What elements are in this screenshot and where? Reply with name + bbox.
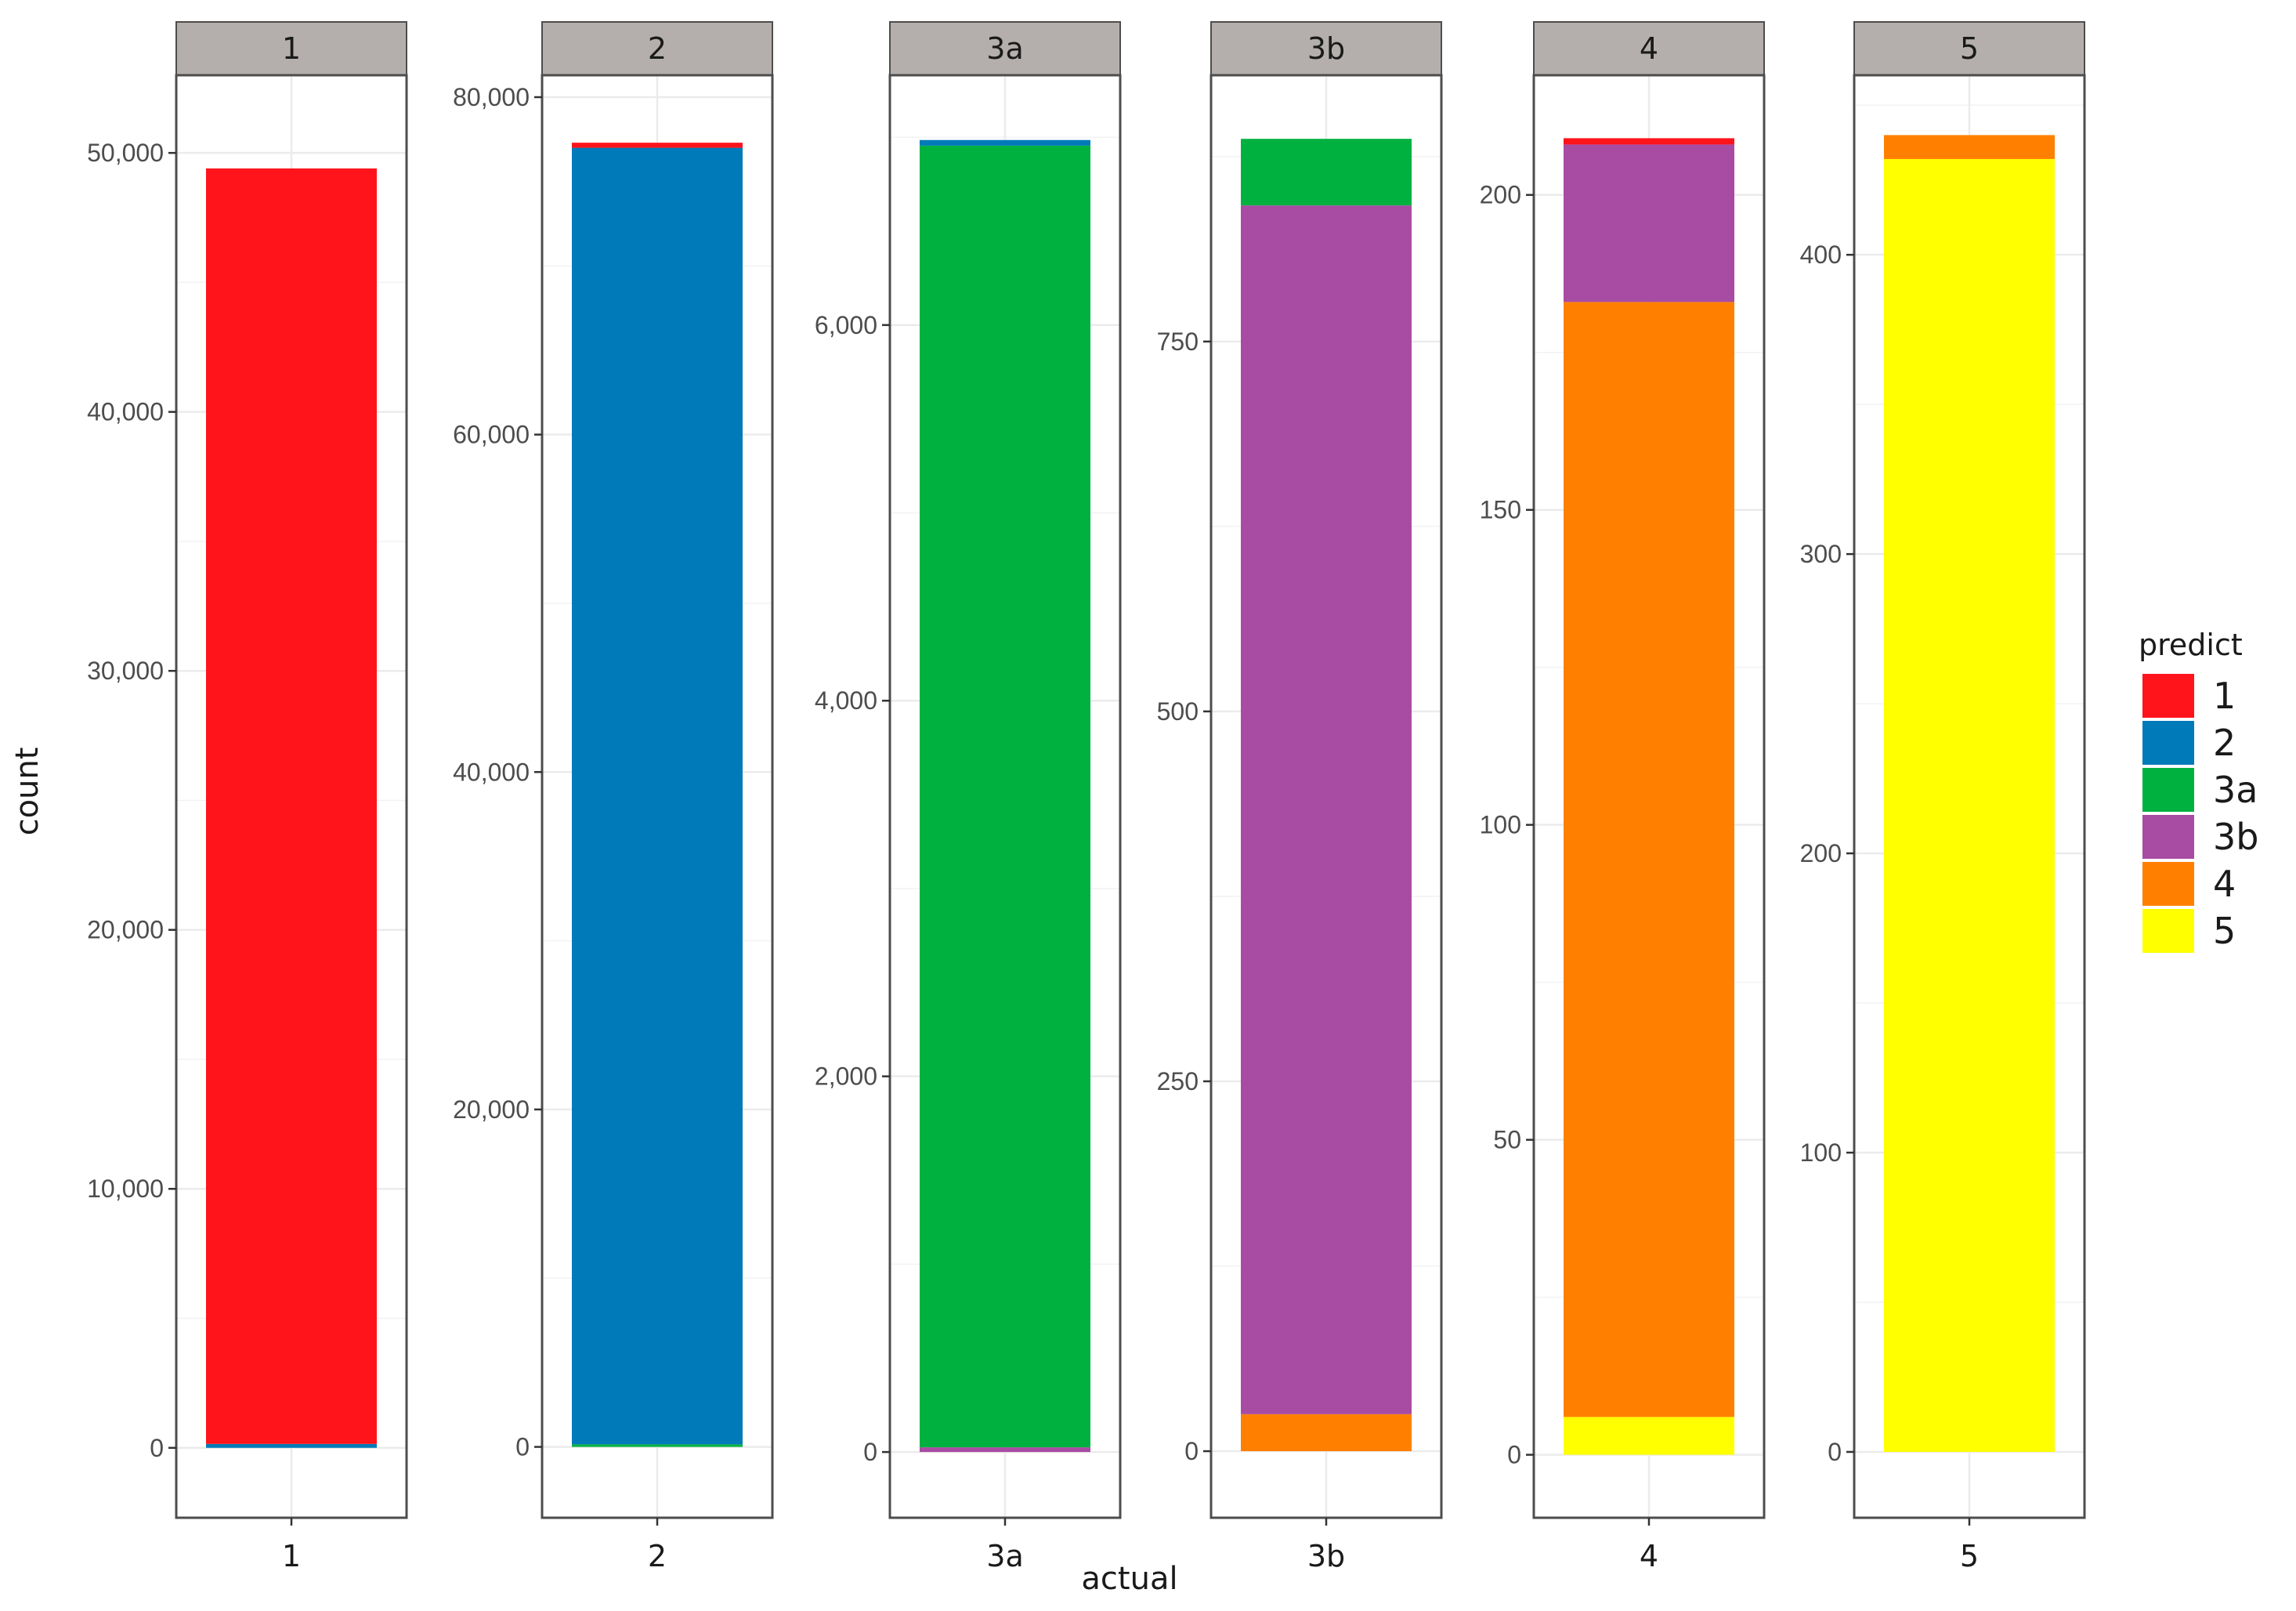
- legend-entry-4: 4: [2142, 862, 2236, 906]
- legend-title: predict: [2139, 628, 2243, 662]
- y-tick-label: 100: [1480, 811, 1521, 839]
- y-tick-label: 50,000: [87, 139, 164, 167]
- y-tick-label: 40,000: [453, 758, 530, 786]
- bar-segment-actual-4-predict-5: [1564, 1417, 1734, 1455]
- facet-strip-label: 2: [648, 31, 667, 66]
- y-tick-label: 200: [1800, 839, 1842, 867]
- bar-segment-actual-2-predict-2: [572, 147, 743, 1445]
- legend-key: [2142, 862, 2194, 906]
- legend-key: [2142, 721, 2194, 765]
- legend-label: 3b: [2213, 816, 2258, 858]
- bar-segment-actual-4-predict-1: [1564, 138, 1734, 145]
- bar-segment-actual-4-predict-4: [1564, 302, 1734, 1417]
- bar-segment-actual-2-predict-3a: [572, 1444, 743, 1447]
- x-tick-label: 1: [282, 1539, 301, 1573]
- y-tick-label: 20,000: [453, 1095, 530, 1124]
- y-tick-label: 6,000: [815, 311, 877, 339]
- bar-segment-actual-3a-predict-3b: [920, 1447, 1090, 1453]
- bar-segment-actual-3b-predict-4: [1241, 1414, 1412, 1452]
- y-tick-label: 80,000: [453, 83, 530, 111]
- y-tick-label: 50: [1493, 1126, 1521, 1154]
- facet-strip: [1210, 21, 1442, 76]
- facet-panel-1: 1 0 10,000 20,000 30,000 40,000 50,000 1: [87, 21, 408, 1573]
- facet-panel-3a: 3a 0 2,000 4,000 6,000 3a: [815, 21, 1122, 1573]
- legend-entry-3a: 3a: [2142, 768, 2258, 812]
- facet-panel-5: 5 0 100 200 300 400 5: [1800, 21, 2086, 1573]
- x-tick-label: 5: [1960, 1539, 1979, 1573]
- y-tick-label: 0: [150, 1434, 164, 1462]
- legend-label: 1: [2213, 675, 2236, 717]
- facet-strip-label: 5: [1960, 31, 1979, 66]
- y-tick-label: 200: [1480, 181, 1521, 209]
- facet-strip: [175, 21, 407, 76]
- facet-panel-4: 4 0 50 100 150 200 4: [1480, 21, 1766, 1573]
- legend-label: 5: [2213, 910, 2236, 952]
- y-tick-label: 60,000: [453, 421, 530, 449]
- x-axis-title: actual: [1081, 1561, 1177, 1597]
- y-tick-label: 750: [1157, 328, 1199, 356]
- y-axis-title: count: [9, 748, 45, 836]
- legend-label: 2: [2213, 722, 2236, 764]
- y-tick-label: 0: [515, 1433, 530, 1461]
- legend-key: [2142, 674, 2194, 718]
- legend-entry-5: 5: [2142, 909, 2236, 953]
- x-tick-label: 3b: [1307, 1539, 1345, 1573]
- bar-segment-actual-3a-predict-2: [920, 139, 1090, 146]
- bar-segment-actual-5-predict-5: [1884, 158, 2055, 1452]
- y-tick-label: 30,000: [87, 657, 164, 685]
- x-tick-label: 3a: [986, 1539, 1023, 1573]
- bar-segment-actual-1-predict-2: [206, 1443, 377, 1448]
- bar-segment-actual-3b-predict-3a: [1241, 139, 1412, 206]
- y-tick-label: 0: [1184, 1437, 1199, 1465]
- bar-segment-actual-2-predict-1: [572, 143, 743, 148]
- bar-segment-actual-4-predict-3b: [1564, 144, 1734, 302]
- facet-panels: 1 0 10,000 20,000 30,000 40,000 50,000 1 2 0 20,00…: [87, 21, 2086, 1573]
- legend-entry-3b: 3b: [2142, 815, 2258, 859]
- y-tick-label: 20,000: [87, 916, 164, 944]
- y-tick-label: 10,000: [87, 1175, 164, 1203]
- y-tick-label: 250: [1157, 1067, 1199, 1095]
- legend-key: [2142, 815, 2194, 859]
- legend-key: [2142, 909, 2194, 953]
- facet-strip-label: 4: [1640, 31, 1658, 66]
- legend-entry-2: 2: [2142, 721, 2236, 765]
- facet-strip-label: 1: [282, 31, 301, 66]
- legend-key: [2142, 768, 2194, 812]
- legend-entry-1: 1: [2142, 674, 2236, 718]
- legend-label: 4: [2213, 863, 2236, 905]
- y-tick-label: 500: [1157, 697, 1199, 726]
- x-tick-label: 2: [648, 1539, 667, 1573]
- facet-panel-3b: 3b 0 250 500 750 3b: [1157, 21, 1443, 1573]
- bar-segment-actual-3b-predict-3b: [1241, 205, 1412, 1414]
- facet-strip-label: 3b: [1307, 31, 1345, 66]
- y-tick-label: 0: [1828, 1438, 1842, 1466]
- legend-entries: 1 2 3a 3b 4 5: [2142, 674, 2258, 953]
- facet-strip: [1533, 21, 1765, 76]
- bar-segment-actual-5-predict-4: [1884, 135, 2055, 159]
- y-tick-label: 300: [1800, 540, 1842, 568]
- bar-segment-actual-3a-predict-3a: [920, 145, 1090, 1448]
- bar-segment-actual-1-predict-1: [206, 168, 377, 1444]
- facet-panel-2: 2 0 20,000 40,000 60,000 80,000 2: [453, 21, 774, 1573]
- facet-strip-label: 3a: [986, 31, 1023, 66]
- legend: predict 1 2 3a 3b 4 5: [2139, 628, 2258, 953]
- y-tick-label: 150: [1480, 496, 1521, 524]
- y-tick-label: 0: [863, 1438, 877, 1466]
- y-tick-label: 400: [1800, 241, 1842, 269]
- x-tick-label: 4: [1640, 1539, 1658, 1573]
- y-tick-label: 0: [1507, 1441, 1521, 1469]
- facet-strip: [541, 21, 773, 76]
- y-tick-label: 40,000: [87, 398, 164, 426]
- y-tick-label: 100: [1800, 1139, 1842, 1167]
- y-tick-label: 4,000: [815, 686, 877, 715]
- y-tick-label: 2,000: [815, 1063, 877, 1091]
- legend-label: 3a: [2213, 769, 2258, 811]
